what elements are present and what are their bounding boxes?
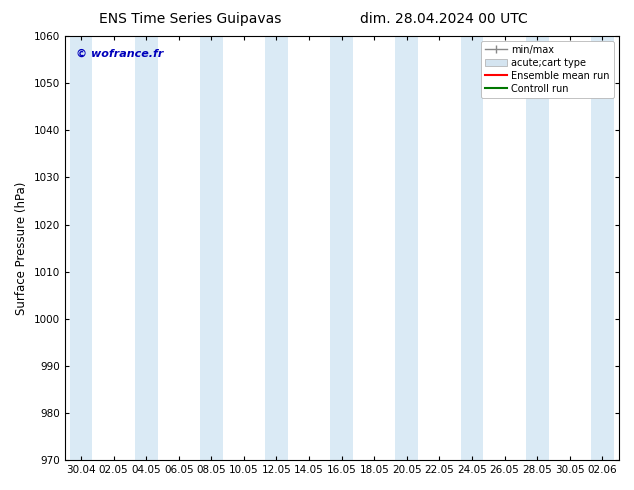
Bar <box>460 36 483 460</box>
Bar <box>396 36 418 460</box>
Bar <box>70 36 93 460</box>
Bar <box>526 36 548 460</box>
Text: dim. 28.04.2024 00 UTC: dim. 28.04.2024 00 UTC <box>360 12 527 26</box>
Bar <box>330 36 353 460</box>
Bar <box>200 36 223 460</box>
Bar <box>265 36 288 460</box>
Legend: min/max, acute;cart type, Ensemble mean run, Controll run: min/max, acute;cart type, Ensemble mean … <box>481 41 614 98</box>
Text: © wofrance.fr: © wofrance.fr <box>75 49 163 59</box>
Y-axis label: Surface Pressure (hPa): Surface Pressure (hPa) <box>15 181 28 315</box>
Text: ENS Time Series Guipavas: ENS Time Series Guipavas <box>99 12 281 26</box>
Bar <box>591 36 614 460</box>
Bar <box>135 36 157 460</box>
